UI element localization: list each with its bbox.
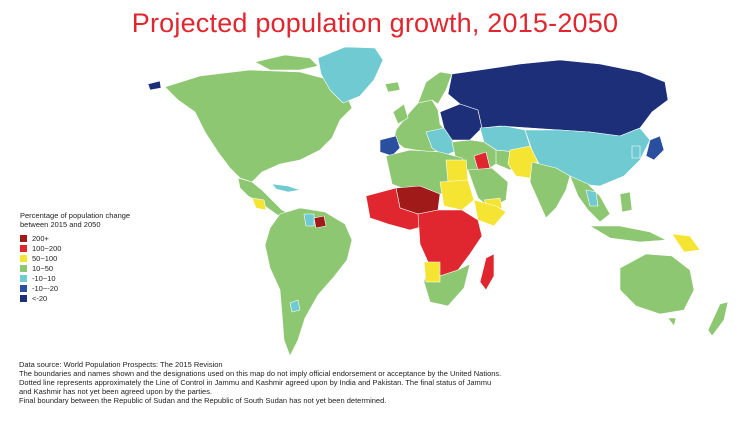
region-india (529, 161, 571, 219)
region-north-america (164, 69, 353, 183)
legend-title: Percentage of population change between … (20, 211, 180, 229)
legend-items: 200+ 100~200 50~100 10~50 -10~10 -10~-20 <-20 (20, 233, 180, 303)
region-caribbean (271, 183, 301, 193)
note-line: Dotted line represents approximately the… (19, 378, 492, 387)
region-greenland (317, 46, 384, 104)
region-arctic-islands (254, 54, 319, 71)
legend-swatch (20, 264, 27, 272)
legend-item: 100~200 (20, 243, 180, 253)
region-australia (619, 253, 695, 315)
legend-swatch (20, 294, 27, 302)
map-legend: Percentage of population change between … (20, 211, 180, 303)
region-uruguay (289, 299, 301, 313)
region-aleutian-islet (147, 80, 162, 91)
legend-title-line2: between 2015 and 2050 (20, 220, 101, 229)
legend-label: 50~100 (32, 253, 58, 263)
source-notes: Data source: World Population Prospects:… (19, 360, 539, 405)
legend-label: 10~50 (32, 263, 54, 273)
legend-item: -10~10 (20, 273, 180, 283)
legend-item: 200+ (20, 233, 180, 243)
legend-swatch (20, 244, 27, 252)
region-central-africa (417, 209, 483, 277)
region-guyana-teal (303, 213, 315, 227)
region-japan (645, 135, 665, 161)
legend-swatch (20, 284, 27, 292)
region-madagascar (479, 253, 495, 291)
note-line: The boundaries and names shown and the d… (19, 369, 502, 378)
region-angola (423, 261, 441, 283)
legend-label: 100~200 (32, 243, 62, 253)
region-south-america (264, 207, 353, 357)
region-new-zealand (707, 301, 729, 337)
region-russia (447, 59, 669, 137)
region-iceland (384, 81, 401, 93)
legend-label: <-20 (32, 293, 48, 303)
region-british-isles (392, 103, 409, 125)
region-horn (473, 199, 507, 227)
legend-item: 10~50 (20, 263, 180, 273)
legend-swatch (20, 234, 27, 242)
legend-label: 200+ (32, 233, 49, 243)
legend-swatch (20, 274, 27, 282)
region-afghanistan-pakistan (507, 145, 539, 179)
region-scandinavia (417, 71, 453, 105)
region-png (671, 233, 701, 253)
region-guianas (313, 215, 327, 229)
legend-label: -10~-20 (32, 283, 59, 293)
legend-label: -10~10 (32, 273, 56, 283)
region-korea (631, 145, 641, 159)
region-philippines (619, 191, 633, 213)
note-line: Final boundary between the Republic of S… (19, 396, 387, 405)
region-indonesia (589, 225, 667, 243)
note-line: Data source: World Population Prospects:… (19, 360, 223, 369)
region-sudan (439, 179, 475, 211)
region-thailand (585, 189, 599, 207)
legend-swatch (20, 254, 27, 262)
legend-item: -10~-20 (20, 283, 180, 293)
legend-item: 50~100 (20, 253, 180, 263)
region-tasmania (667, 317, 677, 327)
note-line: and Kashmir has not yet been agreed upon… (19, 387, 213, 396)
legend-item: <-20 (20, 293, 180, 303)
region-egypt (445, 159, 469, 183)
legend-title-line1: Percentage of population change (20, 211, 131, 220)
region-central-america-yellow (251, 197, 267, 211)
map-title: Projected population growth, 2015-2050 (131, 8, 619, 38)
region-iberia (379, 135, 401, 157)
